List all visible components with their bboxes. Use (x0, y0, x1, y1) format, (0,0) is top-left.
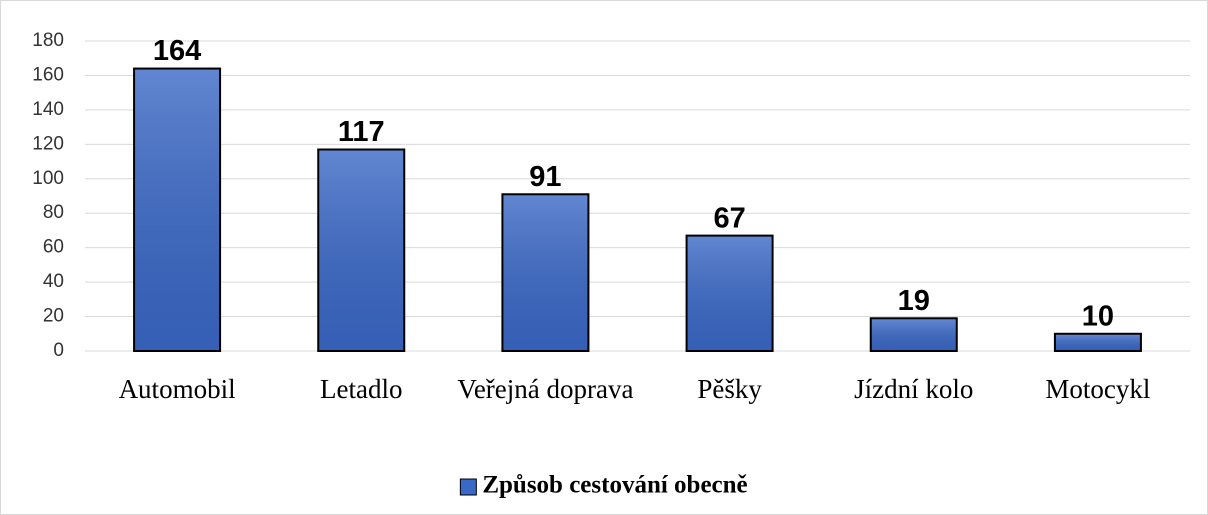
data-label: 91 (529, 161, 561, 193)
x-tick-label: Automobil (118, 374, 236, 404)
y-tick-label: 60 (43, 237, 64, 258)
x-tick-label: Jízdní kolo (854, 374, 974, 404)
y-tick-label: 80 (43, 202, 64, 223)
y-tick-label: 160 (32, 64, 64, 85)
bar-shade (687, 236, 772, 350)
x-tick-label-box: Veřejná doprava (457, 374, 634, 404)
y-tick-label: 180 (32, 30, 64, 51)
x-tick-label: Motocykl (1045, 374, 1151, 404)
x-tick-label: Letadlo (320, 374, 403, 404)
bar-shade (135, 69, 220, 351)
data-label: 67 (713, 202, 745, 234)
y-tick-label: 140 (32, 99, 64, 120)
legend: Způsob cestování obecně (459, 472, 748, 499)
bar-shade (871, 319, 956, 350)
x-tick-label-box: Automobil (118, 374, 236, 404)
x-tick-label-box: Motocykl (1045, 374, 1151, 404)
x-tick-label-box: Pěšky (697, 374, 762, 404)
data-label: 164 (153, 35, 201, 67)
y-tick-label: 100 (32, 168, 64, 189)
y-tick-label: 120 (32, 133, 64, 154)
x-tick-label: Pěšky (697, 374, 762, 404)
x-tick-label: Veřejná doprava (457, 374, 634, 404)
y-tick-label: 0 (53, 340, 64, 361)
data-label: 117 (338, 116, 385, 148)
y-tick-label: 40 (43, 271, 64, 292)
data-label: 10 (1082, 300, 1114, 332)
bar-shade (1055, 334, 1140, 350)
x-tick-label-box: Letadlo (320, 374, 403, 404)
y-tick-label: 20 (43, 306, 64, 327)
bar-shade (319, 150, 404, 350)
data-label: 19 (898, 285, 930, 317)
legend-swatch (459, 478, 477, 496)
legend-label: Způsob cestování obecně (482, 472, 747, 499)
x-tick-label-box: Jízdní kolo (854, 374, 974, 404)
bar-shade (503, 195, 588, 350)
